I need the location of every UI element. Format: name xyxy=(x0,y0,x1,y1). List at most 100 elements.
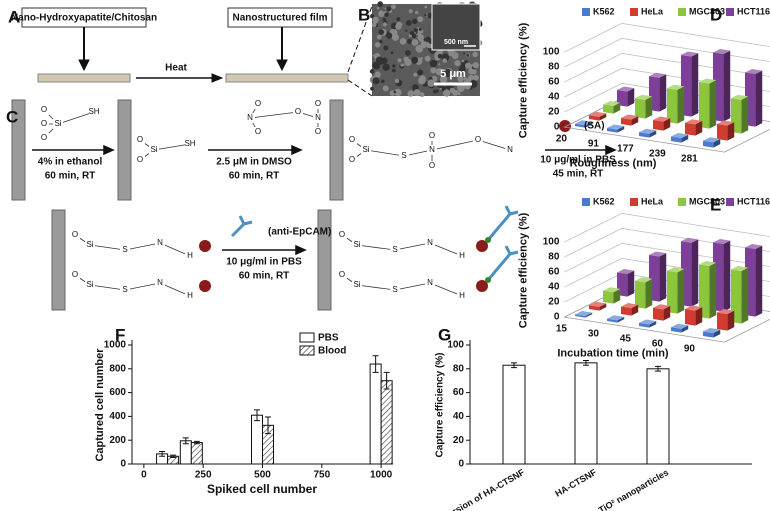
legend-label: HCT116 xyxy=(737,196,770,206)
y-tick-label: 20 xyxy=(453,435,465,446)
legend-swatch xyxy=(299,332,315,343)
atom: O xyxy=(429,161,435,170)
atom-bg xyxy=(135,135,145,145)
legend-swatch xyxy=(630,198,638,206)
bar-side xyxy=(585,312,593,318)
legend-swatch xyxy=(582,8,590,16)
speck xyxy=(439,87,442,90)
bar-top xyxy=(575,120,593,126)
speck xyxy=(472,51,478,58)
speck xyxy=(405,29,408,32)
bar-top xyxy=(731,266,749,272)
bar xyxy=(685,122,696,136)
atom-bg xyxy=(313,99,323,109)
bar-side xyxy=(613,288,621,304)
bar xyxy=(607,318,618,323)
speck xyxy=(417,69,424,76)
x-tick-label: HA-CTSNF xyxy=(553,467,598,499)
speck xyxy=(380,79,385,84)
bar-side xyxy=(649,321,657,328)
grid-line xyxy=(564,213,770,243)
speck xyxy=(380,40,383,44)
y-tick-label: 20 xyxy=(548,297,560,308)
y-tick-label: 0 xyxy=(458,459,464,470)
speck xyxy=(430,67,437,74)
atom: N xyxy=(247,113,253,122)
bar-top xyxy=(607,315,625,321)
error-bar xyxy=(511,362,517,369)
speck xyxy=(443,89,451,97)
atom: Si xyxy=(362,145,369,154)
bar xyxy=(635,98,646,119)
speck xyxy=(472,62,479,69)
bar-top xyxy=(607,124,625,130)
x-tick-label: TiO² nanoparticles xyxy=(597,467,670,511)
speck xyxy=(466,53,470,57)
speck xyxy=(465,62,472,69)
atom-bg xyxy=(39,105,49,115)
legend-swatch xyxy=(678,8,686,16)
atom-bg xyxy=(457,251,467,261)
speck xyxy=(375,71,381,76)
atom: S xyxy=(392,245,397,254)
antibody-icons xyxy=(230,205,519,281)
bar xyxy=(703,331,714,338)
bar xyxy=(685,309,696,326)
atom: O xyxy=(72,230,78,239)
bond xyxy=(356,244,396,251)
atom: SH xyxy=(184,139,195,148)
substrates xyxy=(11,99,344,311)
bar xyxy=(380,380,393,465)
speck xyxy=(392,5,396,9)
speck xyxy=(404,58,412,66)
speck xyxy=(394,78,400,84)
bar-top xyxy=(703,328,721,334)
bar-top xyxy=(589,111,607,117)
condition: 4% in ethanol xyxy=(38,157,103,168)
atom: O xyxy=(315,99,321,108)
scale-label: 5 μm xyxy=(440,68,466,80)
substrate xyxy=(117,99,132,201)
x-tick-label: 1000 xyxy=(370,470,393,481)
atom: O xyxy=(429,131,435,140)
atom: N xyxy=(427,238,433,247)
scale-label: 500 nm xyxy=(444,39,468,46)
speck xyxy=(417,76,426,85)
atom-bg xyxy=(149,145,159,155)
y-tick-label: 40 xyxy=(548,92,560,103)
legend-label: MGC803 xyxy=(689,6,725,16)
speck xyxy=(429,59,438,68)
arrow-head xyxy=(78,59,90,72)
bar-side xyxy=(599,303,607,311)
atom-bg xyxy=(245,113,255,123)
speck xyxy=(451,52,459,60)
speck xyxy=(457,75,464,83)
bar-top xyxy=(621,114,639,120)
bar xyxy=(699,82,710,129)
y-tick-label: 100 xyxy=(543,47,560,58)
legend-swatch xyxy=(726,8,734,16)
condition: 2.5 μM in DMSO xyxy=(216,157,292,168)
atom: Si xyxy=(353,280,360,289)
atom-bg xyxy=(390,245,400,255)
atom: SH xyxy=(88,107,99,116)
atom-bg xyxy=(347,155,357,165)
bar-top xyxy=(745,69,763,75)
bond xyxy=(365,149,405,157)
bar-top xyxy=(671,323,689,329)
bar-side xyxy=(631,304,639,316)
bar xyxy=(179,440,192,465)
atom: H xyxy=(187,291,193,300)
x-tick-label: 750 xyxy=(313,470,330,481)
error-bar xyxy=(170,454,177,458)
atom-bg xyxy=(155,238,165,248)
bar xyxy=(617,90,628,107)
speck xyxy=(423,38,427,42)
legend-swatch xyxy=(726,198,734,206)
x-tick-label: 500 xyxy=(254,470,271,481)
substrate xyxy=(329,99,344,201)
bar xyxy=(667,270,678,314)
step-label: Heat xyxy=(165,63,187,74)
speck xyxy=(376,6,380,10)
